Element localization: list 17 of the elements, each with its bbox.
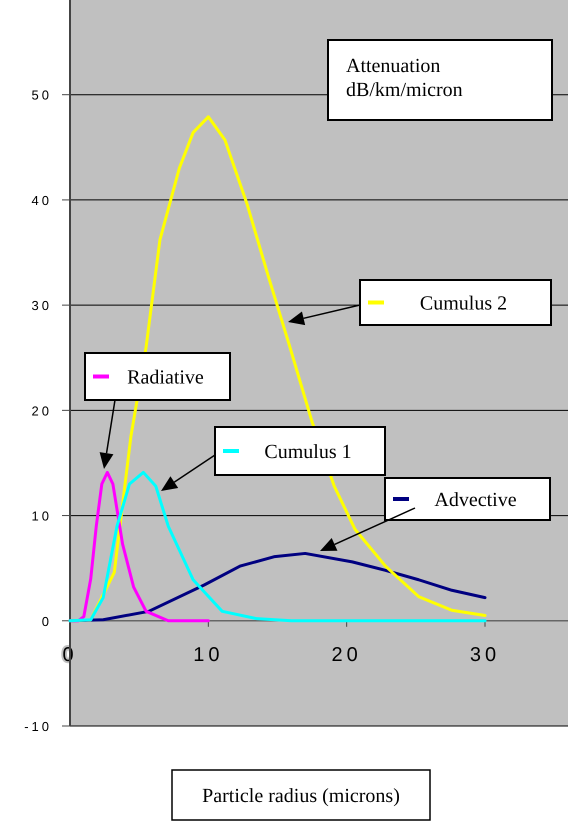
legend-label: Cumulus 1 [264, 441, 352, 463]
x-tick-label: 20 [332, 644, 362, 666]
x-axis-title: Particle radius (microns) [202, 785, 400, 807]
line-series [68, 470, 210, 622]
legend-label: Advective [434, 489, 517, 511]
x-tick-label: 30 [470, 644, 500, 666]
y-tick-label: 10 [32, 508, 52, 524]
y-axis-title: Attenuation dB/km/micron [346, 55, 463, 101]
y-tick-label: -10 [24, 719, 52, 734]
y-tick-label: 40 [32, 192, 52, 208]
y-tick-label: 20 [32, 403, 52, 418]
y-tick-label: 0 [42, 614, 52, 629]
y-tick-label: 50 [32, 88, 52, 103]
legend-label: Radiative [127, 366, 204, 388]
y-tick-label: 30 [32, 298, 52, 314]
x-tick-label: 10 [193, 644, 224, 666]
legend-label: Cumulus 2 [420, 292, 508, 314]
